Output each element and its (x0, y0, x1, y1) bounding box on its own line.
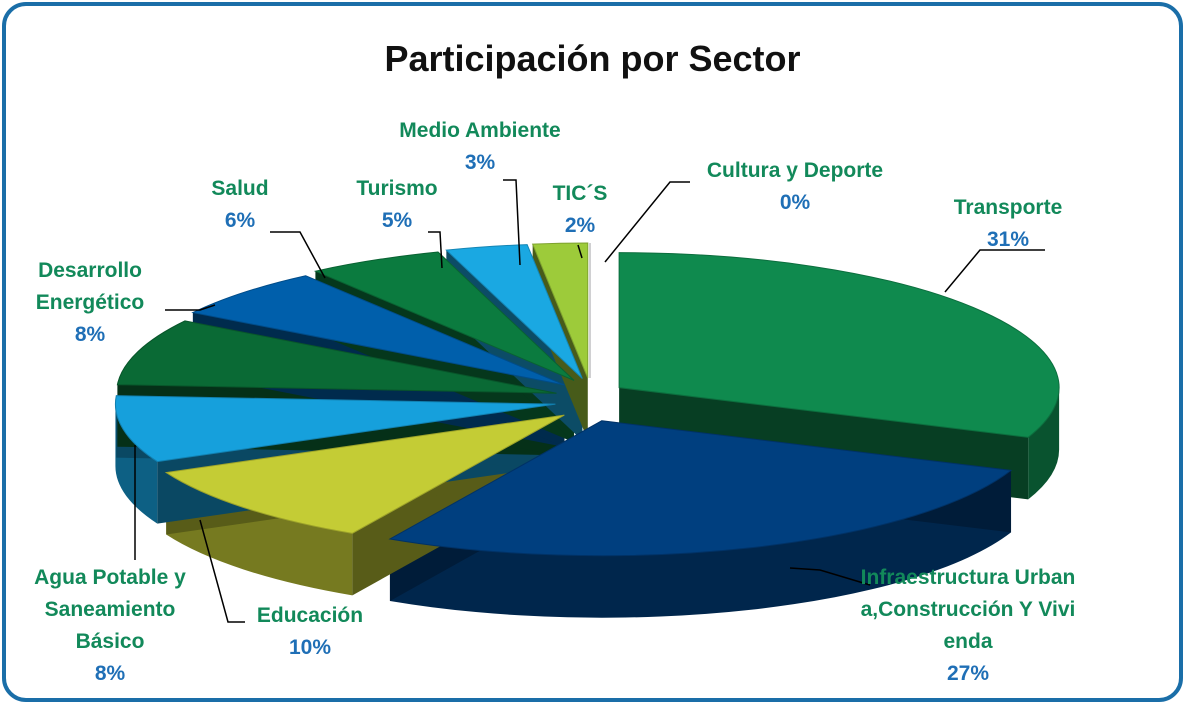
slice (313, 251, 575, 381)
data-label: Agua Potable y Saneamiento Básico 8% (10, 562, 210, 690)
category-label: Agua Potable y Saneamiento Básico (34, 566, 186, 653)
slice (388, 420, 1013, 557)
data-label: Medio Ambiente 3% (385, 115, 575, 179)
category-label: TIC´S (552, 182, 608, 205)
leader-line (789, 567, 871, 586)
data-label: Salud 6% (190, 173, 290, 237)
category-label: Desarrollo Energético (35, 259, 145, 314)
data-label: Turismo 5% (342, 173, 452, 237)
data-label: Educación 10% (230, 600, 390, 664)
category-label: Salud (211, 177, 269, 200)
category-label: Transporte (953, 196, 1063, 219)
data-label: Transporte 31% (933, 192, 1083, 256)
category-label: Turismo (356, 177, 438, 200)
leader-line (604, 181, 690, 263)
chart-title: Participación por Sector (384, 38, 801, 79)
slice (191, 275, 565, 386)
data-label: TIC´S 2% (535, 178, 625, 242)
slice-side (1028, 387, 1060, 500)
value-label: 3% (464, 151, 496, 174)
value-label: 27% (946, 662, 990, 685)
slice (618, 252, 1060, 438)
value-label: 2% (564, 214, 596, 237)
category-label: Educación (256, 604, 364, 627)
value-label: 10% (288, 636, 332, 659)
leader-line (503, 179, 521, 266)
leader-line (270, 231, 326, 279)
leader-line (165, 304, 216, 311)
data-label: Cultura y Deporte 0% (675, 155, 915, 219)
value-label: 5% (381, 209, 413, 232)
value-label: 8% (74, 323, 106, 346)
leader-line (199, 519, 245, 623)
value-label: 6% (224, 209, 256, 232)
category-label: Cultura y Deporte (706, 159, 884, 182)
category-label: Medio Ambiente (399, 119, 561, 142)
slice (164, 414, 565, 534)
data-label: Desarrollo Energético 8% (10, 255, 170, 351)
slice (116, 320, 557, 394)
value-label: 8% (94, 662, 126, 685)
leader-line (944, 249, 1045, 293)
data-label: Infraestructura Urbana,Construcción Y Vi… (858, 562, 1078, 690)
category-label: Infraestructura Urbana,Construcción Y Vi… (860, 566, 1076, 653)
leader-line (577, 244, 583, 259)
slice (531, 242, 589, 379)
leader-line (428, 231, 443, 269)
slice (114, 395, 556, 463)
value-label: 0% (779, 191, 811, 214)
value-label: 31% (986, 228, 1030, 251)
slice (445, 244, 583, 379)
